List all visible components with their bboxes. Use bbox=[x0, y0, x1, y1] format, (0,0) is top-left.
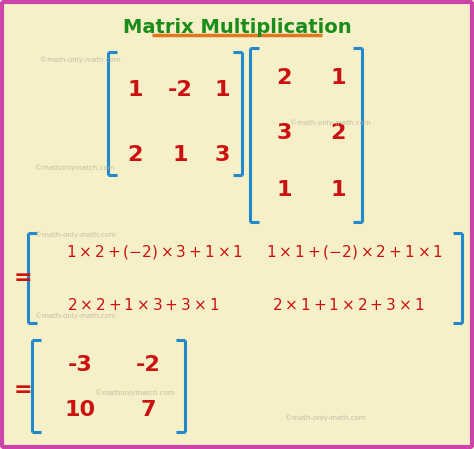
Text: =: = bbox=[14, 380, 33, 400]
Text: 2: 2 bbox=[330, 123, 346, 143]
Text: -2: -2 bbox=[168, 80, 192, 100]
Text: ©math-only-math.com: ©math-only-math.com bbox=[35, 231, 116, 238]
Text: 7: 7 bbox=[140, 400, 156, 420]
Text: $2 \times 2 + 1 \times 3 + 3 \times 1$: $2 \times 2 + 1 \times 3 + 3 \times 1$ bbox=[67, 297, 219, 313]
Text: 2: 2 bbox=[128, 145, 143, 165]
Text: 1: 1 bbox=[127, 80, 143, 100]
Text: ©math-only-math.com: ©math-only-math.com bbox=[290, 119, 371, 126]
Text: $1 \times 1 + (-2) \times 2 + 1 \times 1$: $1 \times 1 + (-2) \times 2 + 1 \times 1… bbox=[266, 243, 444, 261]
Text: Matrix Multiplication: Matrix Multiplication bbox=[123, 18, 351, 37]
Text: 3: 3 bbox=[276, 123, 292, 143]
Text: 1: 1 bbox=[172, 145, 188, 165]
Text: -3: -3 bbox=[68, 355, 92, 375]
Text: 1: 1 bbox=[330, 68, 346, 88]
Text: 1: 1 bbox=[214, 80, 230, 100]
Text: 2: 2 bbox=[276, 68, 292, 88]
Text: ©mathonlymatch.com: ©mathonlymatch.com bbox=[35, 164, 115, 171]
Text: ©math-only-math.com: ©math-only-math.com bbox=[40, 56, 120, 63]
Text: 3: 3 bbox=[214, 145, 230, 165]
Text: -2: -2 bbox=[136, 355, 160, 375]
Text: $1 \times 2 + (-2) \times 3 + 1 \times 1$: $1 \times 2 + (-2) \times 3 + 1 \times 1… bbox=[66, 243, 244, 261]
Text: ©math-only-math.com: ©math-only-math.com bbox=[285, 414, 365, 421]
Text: ©mathonlymatch.com: ©mathonlymatch.com bbox=[95, 389, 174, 396]
Text: =: = bbox=[14, 268, 33, 288]
Text: 1: 1 bbox=[276, 180, 292, 200]
Text: $2 \times 1 + 1 \times 2 + 3 \times 1$: $2 \times 1 + 1 \times 2 + 3 \times 1$ bbox=[272, 297, 424, 313]
Text: 10: 10 bbox=[64, 400, 96, 420]
Text: ©math-only-math.com: ©math-only-math.com bbox=[35, 313, 116, 319]
Text: 1: 1 bbox=[330, 180, 346, 200]
